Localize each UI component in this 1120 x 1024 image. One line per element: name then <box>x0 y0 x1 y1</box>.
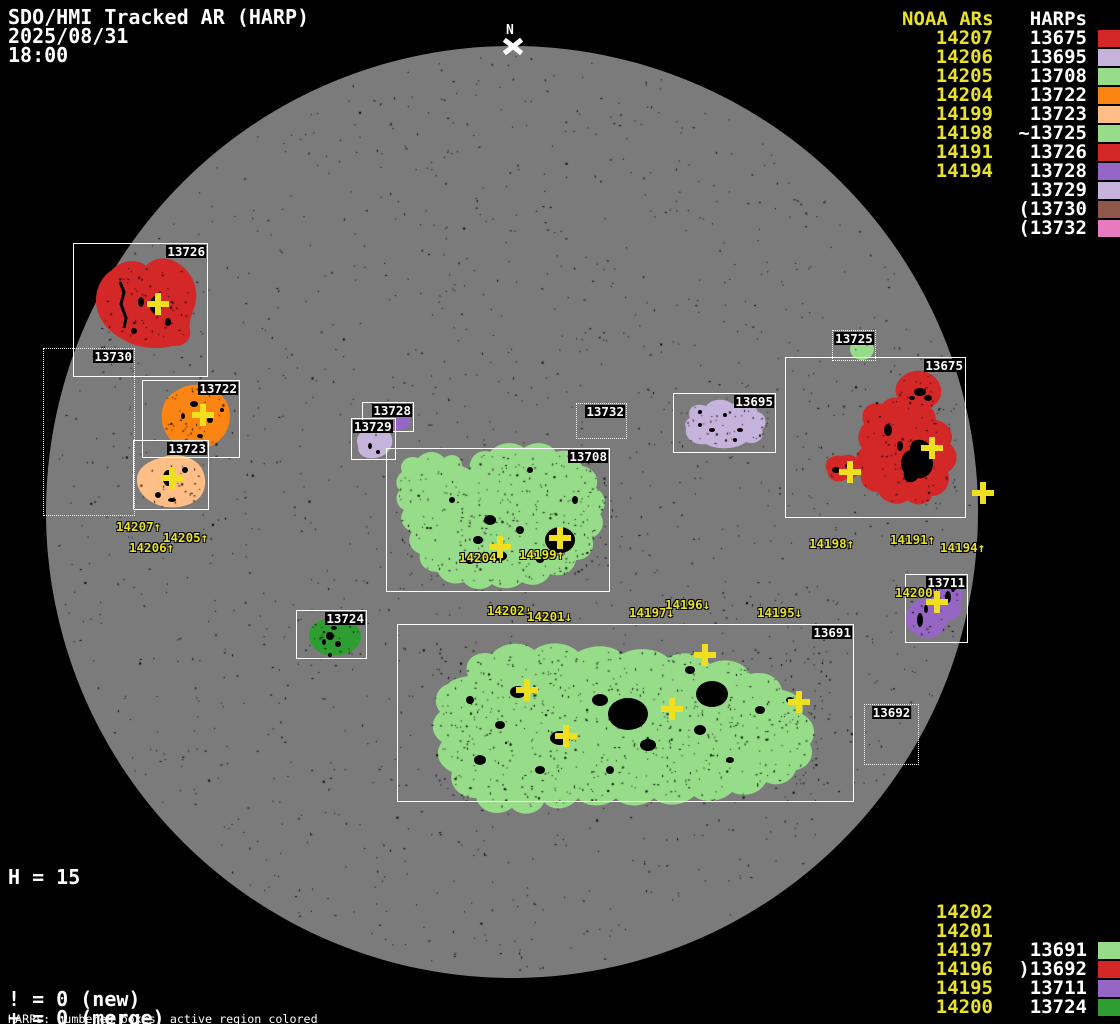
legend-row: 14200 13724 <box>902 995 1120 1018</box>
legend-row: 14202 <box>902 900 1120 923</box>
north-x-icon <box>503 37 523 55</box>
harp-color-swatch <box>1098 49 1120 66</box>
harp-color-swatch <box>1098 961 1120 978</box>
footer-caption: HARPs: numbered boxes; active region col… <box>8 989 416 1024</box>
noaa-ar-number: 14198 <box>935 122 993 144</box>
stat-line: + = 0 (merge) <box>8 1006 165 1024</box>
harp-number: (13732 <box>1018 217 1087 239</box>
harp-color-swatch <box>1098 68 1120 85</box>
noaa-ars-header: NOAA ARs <box>902 8 994 30</box>
harp-color-swatch <box>1098 182 1120 199</box>
harp-color-swatch <box>1098 87 1120 104</box>
noaa-ar-number: 14194 <box>935 160 993 182</box>
noaa-ar-number: 14197 <box>935 938 993 961</box>
harp-number: 13724 <box>1029 995 1087 1018</box>
harp-number: 13691 <box>1029 938 1087 961</box>
noaa-ar-number: 14195 <box>935 976 993 999</box>
harp-color-swatch <box>1098 942 1120 959</box>
legend-row: 14196 )13692 <box>902 957 1120 980</box>
legend-row: 14195 13711 <box>902 976 1120 999</box>
legend-row: 14199 13723 <box>902 105 1120 124</box>
stat-line: ! = 0 (new) <box>8 987 141 1012</box>
legend-row: 14206 13695 <box>902 48 1120 67</box>
legend-row: 14191 13726 <box>902 143 1120 162</box>
harp-number: )13692 <box>1018 957 1087 980</box>
title-line: SDO/HMI Tracked AR (HARP) <box>8 5 310 29</box>
legend-row: 14205 13708 <box>902 67 1120 86</box>
noaa-ar-number: 14204 <box>935 84 993 106</box>
title-date: 2025/08/31 <box>8 24 129 48</box>
harp-number: 13695 <box>1029 46 1087 68</box>
harp-number: 13711 <box>1029 976 1087 999</box>
harp-number: 13723 <box>1029 103 1087 125</box>
harp-color-swatch <box>1098 30 1120 47</box>
noaa-ar-number: 14200 <box>935 995 993 1018</box>
legend-row: 14207 13675 <box>902 29 1120 48</box>
legend-row: 13729 <box>902 181 1120 200</box>
harp-color-swatch <box>1098 999 1120 1016</box>
harp-number: 13729 <box>1029 179 1087 201</box>
harp-number: 13728 <box>1029 160 1087 182</box>
noaa-ar-number: 14201 <box>935 919 993 942</box>
page-title: SDO/HMI Tracked AR (HARP) 2025/08/31 18:00 <box>8 5 310 67</box>
harp-number: 13675 <box>1029 27 1087 49</box>
stats-block: H = 15 ! = 0 (new)+ = 0 (merge)( = 2 (pa… <box>8 829 237 1024</box>
legend-row: 14204 13722 <box>902 86 1120 105</box>
harps-header: HARPs <box>1029 8 1087 30</box>
legend-row: 14197 13691 <box>902 938 1120 961</box>
legend-row: (13730 <box>902 200 1120 219</box>
noaa-ar-number: 14196 <box>935 957 993 980</box>
harp-color-swatch <box>1098 220 1120 237</box>
north-label: N <box>506 23 514 38</box>
harp-total: H = 15 <box>8 864 81 889</box>
harp-number: 13726 <box>1029 141 1087 163</box>
legend-row: 14194 13728 <box>902 162 1120 181</box>
noaa-ar-number: 14206 <box>935 46 993 68</box>
harp-number: 13708 <box>1029 65 1087 87</box>
footer-line-1: HARPs: numbered boxes; active region col… <box>8 1012 318 1024</box>
harp-color-swatch <box>1098 980 1120 997</box>
stat-lines: ! = 0 (new)+ = 0 (merge)( = 2 (pad befor… <box>8 987 237 1024</box>
title-time: 18:00 <box>8 43 69 67</box>
noaa-ar-number: 14199 <box>935 103 993 125</box>
harp-number: (13730 <box>1018 198 1087 220</box>
legend-header-row: NOAA ARs HARPs <box>902 10 1120 29</box>
harp-number: 13722 <box>1029 84 1087 106</box>
noaa-ar-number: 14191 <box>935 141 993 163</box>
noaa-ar-number: 14207 <box>935 27 993 49</box>
noaa-ar-number: 14205 <box>935 65 993 87</box>
legend-bottom-right: 14202 14201 14197 13691 14196 )13692 14195 1371… <box>902 900 1120 1018</box>
harp-number: ~13725 <box>1018 122 1087 144</box>
harp-color-swatch <box>1098 106 1120 123</box>
legend-row: (13732 <box>902 219 1120 238</box>
legend-top-right: NOAA ARs HARPs 14207 13675 14206 13695 14205… <box>902 10 1120 238</box>
harp-color-swatch <box>1098 163 1120 180</box>
harp-color-swatch <box>1098 144 1120 161</box>
noaa-ar-number: 14202 <box>935 900 993 923</box>
legend-row: 14201 <box>902 919 1120 942</box>
harp-color-swatch <box>1098 125 1120 142</box>
harp-color-swatch <box>1098 201 1120 218</box>
legend-row: 14198 ~13725 <box>902 124 1120 143</box>
